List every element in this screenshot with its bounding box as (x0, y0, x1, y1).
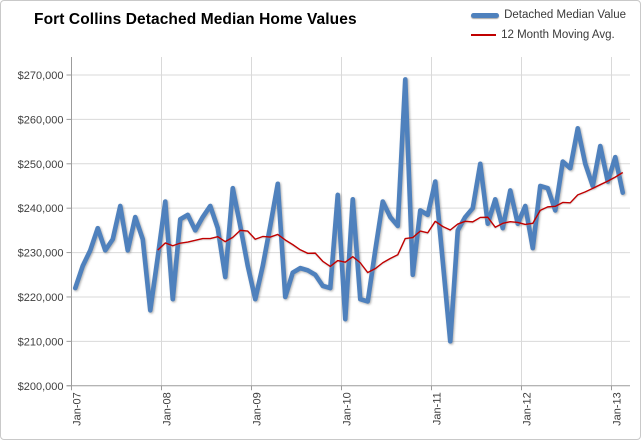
x-axis-label: Jan-08 (162, 392, 174, 426)
x-axis-label: Jan-12 (522, 392, 534, 426)
y-axis-label: $240,000 (18, 203, 64, 215)
legend-item-moving-avg: 12 Month Moving Avg. (471, 29, 626, 41)
legend-swatch-thin-red-line-icon (471, 34, 497, 36)
legend-item-detached-median: Detached Median Value (471, 9, 626, 21)
legend: Detached Median Value 12 Month Moving Av… (471, 9, 626, 41)
y-axis-label: $230,000 (18, 248, 64, 260)
y-axis-label: $260,000 (18, 114, 64, 126)
x-axis-label: Jan-11 (432, 392, 444, 425)
legend-swatch-thick-blue-line-icon (471, 12, 500, 18)
x-axis-label: Jan-09 (252, 392, 264, 426)
chart-title: Fort Collins Detached Median Home Values (34, 11, 357, 28)
moving-avg-line (157, 171, 624, 274)
x-axis-label: Jan-13 (612, 392, 624, 426)
legend-label-moving-avg: 12 Month Moving Avg. (501, 29, 615, 41)
legend-label-detached-median: Detached Median Value (504, 9, 626, 21)
y-axis-label: $200,000 (18, 381, 64, 393)
y-axis-label: $250,000 (18, 159, 64, 171)
y-axis-label: $270,000 (18, 70, 64, 82)
x-axis-label: Jan-10 (342, 392, 354, 426)
y-axis-label: $210,000 (18, 336, 64, 348)
y-axis-label: $220,000 (18, 292, 64, 304)
x-axis-label: Jan-07 (72, 392, 84, 426)
